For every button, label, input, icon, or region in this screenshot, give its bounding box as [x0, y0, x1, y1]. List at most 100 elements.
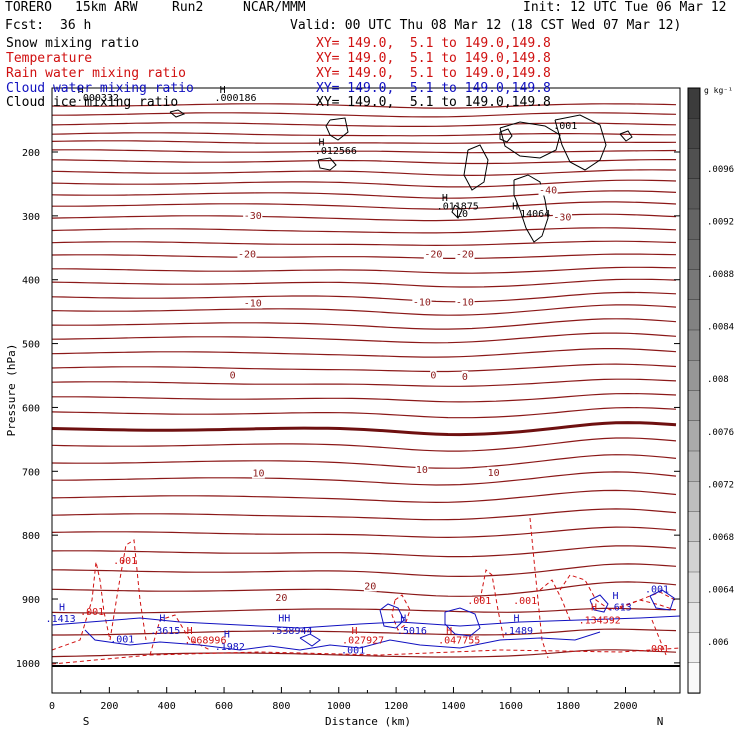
- field-name-snow: Snow mixing ratio: [6, 36, 140, 51]
- x-tick-label: 1400: [441, 701, 465, 712]
- model-resolution: 15km ARW: [75, 0, 138, 15]
- colorbar-swatch: [687, 118, 701, 150]
- colorbar-swatch: [687, 360, 701, 392]
- isotherm-line: [52, 545, 677, 558]
- colorbar-label: .0096: [707, 165, 734, 175]
- cloud-water-label: .001: [341, 645, 365, 656]
- isotherm-label-bg: [455, 296, 475, 308]
- field-xy-cloud-water: XY= 149.0, 5.1 to 149.0,149.8: [316, 81, 551, 96]
- isotherm-line: [52, 563, 677, 578]
- cloud-water-label: .3615: [150, 626, 180, 637]
- cloud-water-contour: [84, 629, 601, 651]
- cloud-water-contour: [52, 615, 680, 629]
- rain-label: H: [446, 626, 452, 637]
- isotherm-label-bg: [229, 369, 236, 381]
- field-name-cloud-ice: Cloud ice mixing ratio: [6, 95, 179, 110]
- rain-contour: [109, 539, 147, 641]
- colorbar-label: .0072: [707, 480, 734, 490]
- x-tick-label: 1800: [556, 701, 580, 712]
- isotherm-label-bg: [412, 296, 432, 308]
- x-tick-label: 200: [100, 701, 118, 712]
- x-tick-label: 400: [158, 701, 176, 712]
- cloud-ice-label: L0: [456, 209, 468, 220]
- cloud-ice-contour: [513, 174, 549, 243]
- isotherm-label-bg: [552, 211, 573, 223]
- y-tick-label: 900: [22, 595, 40, 606]
- cloud-ice-contour: [619, 130, 633, 142]
- y-tick-label: 600: [22, 403, 40, 414]
- isotherm-line: [52, 304, 677, 316]
- init-time: Init: 12 UTC Tue 06 Mar 12: [523, 0, 727, 15]
- cloud-water-label: .538944: [270, 626, 312, 637]
- cloud-water-label: .001: [645, 585, 669, 596]
- rain-label: .001: [513, 596, 537, 607]
- cloud-water-label: H: [224, 629, 230, 640]
- isotherm-line: [52, 348, 677, 358]
- isotherm-label: 10: [252, 468, 264, 479]
- isotherm-label: 0: [462, 372, 468, 383]
- rain-contour: [52, 561, 111, 651]
- rain-contour: [529, 517, 549, 659]
- rain-contour: [149, 614, 211, 656]
- x-tick-label: 1600: [499, 701, 523, 712]
- isotherm-line: [52, 332, 677, 344]
- cloud-ice-contour: [463, 144, 489, 191]
- x-tick-label: 800: [272, 701, 290, 712]
- cloud-ice-label: 14064: [520, 209, 550, 220]
- cloud-water-label: H: [514, 613, 520, 624]
- isotherm-label-bg: [252, 467, 265, 479]
- colorbar-label: .008: [707, 375, 729, 385]
- field-xy-cloud-ice: XY= 149.0, 5.1 to 149.0,149.8: [316, 95, 551, 110]
- cloud-ice-contour: [451, 204, 463, 219]
- y-tick-label: 400: [22, 276, 40, 287]
- y-tick-label: 300: [22, 212, 40, 223]
- isotherm-label: 0: [430, 371, 436, 382]
- forecast-label: Fcst:: [5, 18, 45, 33]
- x-tick-label: 0: [49, 701, 55, 712]
- rain-contour: [559, 574, 676, 611]
- colorbar-swatch: [687, 239, 701, 271]
- cloud-ice-contour: [169, 109, 186, 118]
- field-xy-temperature: XY= 149.0, 5.1 to 149.0,149.8: [316, 51, 551, 66]
- cloud-ice-contour: [499, 121, 561, 159]
- field-xy-rain: XY= 149.0, 5.1 to 149.0,149.8: [316, 66, 551, 81]
- isotherm-label-bg: [461, 370, 469, 382]
- colorbar-swatch: [687, 420, 701, 452]
- isotherm-label-bg: [415, 464, 429, 476]
- isotherm-label: -10: [413, 297, 431, 308]
- field-xy-snow: XY= 149.0, 5.1 to 149.0,149.8: [316, 36, 551, 51]
- cloud-ice-label: .011875: [437, 201, 479, 212]
- cloud-ice-label: .012566: [315, 146, 357, 157]
- rain-contour: [651, 619, 667, 656]
- isotherm-line: [52, 213, 677, 222]
- isotherm-label: 10: [416, 465, 428, 476]
- colorbar-swatch: [687, 87, 701, 119]
- isotherm-label: -30: [244, 211, 262, 222]
- cloud-ice-contour: [554, 114, 607, 171]
- rain-contour: [619, 599, 676, 611]
- isotherm-line: [52, 149, 677, 154]
- isotherm-line: [52, 132, 676, 137]
- cloud-ice-label: H: [442, 193, 448, 204]
- isotherm-line: [52, 240, 677, 247]
- cloud-water-label: HH: [278, 613, 290, 624]
- isotherm-line: [52, 227, 677, 234]
- isotherm-label-bg: [237, 248, 257, 260]
- isotherm-line: [52, 179, 677, 188]
- cloud-water-label: .1489: [503, 626, 533, 637]
- field-name-cloud-water: Cloud water mixing ratio: [6, 81, 194, 96]
- colorbar-swatch: [687, 511, 701, 543]
- y-axis-title: Pressure (hPa): [5, 344, 18, 437]
- cloud-water-contour: [589, 594, 609, 613]
- colorbar-swatch: [687, 571, 701, 603]
- cloud-ice-contour: [317, 157, 337, 171]
- colorbar-label: .0064: [707, 585, 734, 595]
- run-name: Run2: [172, 0, 204, 15]
- y-tick-label: 200: [22, 148, 40, 159]
- left-end-label: S: [83, 715, 90, 728]
- isotherm-line: [52, 392, 677, 403]
- x-tick-label: 1000: [327, 701, 351, 712]
- rain-label: .001: [80, 607, 104, 618]
- isotherm-line: [52, 291, 677, 303]
- x-tick-label: 1200: [384, 701, 408, 712]
